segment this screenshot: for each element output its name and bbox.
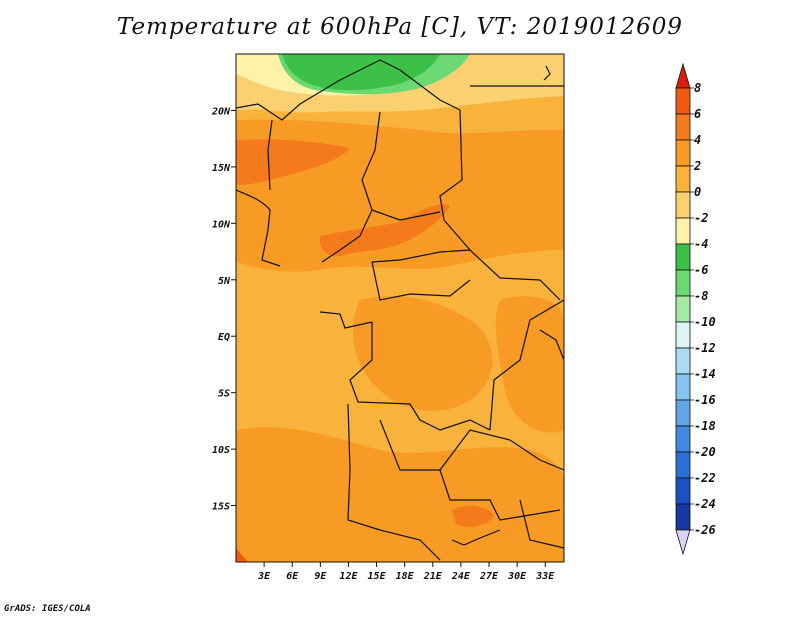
country-boundaries xyxy=(236,59,564,561)
field-4-to-6-east xyxy=(495,296,564,433)
y-tick-label: 5S xyxy=(218,389,230,400)
x-tick-label: 30E xyxy=(507,571,527,582)
colorbar-box xyxy=(675,191,691,219)
colorbar-label: 0 xyxy=(694,185,701,199)
colorbar-box xyxy=(675,139,691,167)
colorbar-box xyxy=(675,165,691,193)
credit-text: GrADS: IGES/COLA xyxy=(4,604,91,614)
y-tick-label: 15S xyxy=(212,502,230,513)
x-tick-label: 27E xyxy=(479,571,499,582)
colorbar-box xyxy=(675,217,691,245)
colorbar-box xyxy=(675,321,691,349)
x-tick-label: 12E xyxy=(339,571,358,582)
colorbar-box xyxy=(675,295,691,323)
field-6-to-8-corner xyxy=(236,548,248,562)
colorbar-top-arrow xyxy=(675,62,691,89)
colorbar-box xyxy=(675,373,691,401)
field-4-to-6-central xyxy=(352,296,493,411)
colorbar-label: -2 xyxy=(694,211,708,225)
colorbar-label: -24 xyxy=(694,497,716,511)
x-tick-label: 6E xyxy=(286,571,299,582)
colorbar-label: -26 xyxy=(694,523,716,537)
colorbar-box xyxy=(675,347,691,375)
y-tick-label: 20N xyxy=(211,106,231,117)
colorbar-box xyxy=(675,87,691,115)
field-minus4-to-minus6 xyxy=(282,54,440,91)
colorbar-box xyxy=(675,425,691,453)
longitude-axis: 3E 6E 9E 12E 15E 18E 21E 24E 27E 30E 33E xyxy=(257,562,555,582)
colorbar-boxes xyxy=(675,62,691,556)
colorbar-label: -16 xyxy=(694,393,716,407)
colorbar-label: -14 xyxy=(694,367,716,381)
field-6-to-8-central xyxy=(319,204,450,257)
colorbar-label: 4 xyxy=(694,133,701,147)
colorbar-box xyxy=(675,477,691,505)
y-tick-label: 10N xyxy=(212,219,231,230)
colorbar-label: -18 xyxy=(694,419,716,433)
field-6-to-8-west xyxy=(236,139,350,185)
field-4-to-6-south xyxy=(236,427,564,562)
colorbar-label: 6 xyxy=(694,107,701,121)
field-6-to-8-south xyxy=(452,505,494,527)
colorbar-labels: 8 6 4 2 0 -2 -4 -6 -8 -10 -12 -14 -16 -18 -20 -22 -24 -26 xyxy=(690,81,716,537)
colorbar-label: -20 xyxy=(694,445,716,459)
latitude-axis: 20N 15N 10N 5N EQ 5S 10S 15S xyxy=(211,106,236,513)
x-tick-label: 9E xyxy=(314,571,327,582)
colorbar-bottom-arrow xyxy=(675,529,691,556)
y-tick-label: 5N xyxy=(218,276,231,287)
colorbar-label: 8 xyxy=(694,81,701,95)
x-tick-label: 3E xyxy=(257,571,271,582)
y-tick-label: 10S xyxy=(212,445,230,456)
x-tick-label: 33E xyxy=(535,571,555,582)
x-tick-label: 24E xyxy=(451,571,471,582)
colorbar-box xyxy=(675,451,691,479)
map-frame xyxy=(235,53,565,563)
x-tick-label: 18E xyxy=(396,571,415,582)
colorbar-label: -8 xyxy=(694,289,708,303)
y-tick-label: 15N xyxy=(212,163,231,174)
colorbar-label: -12 xyxy=(694,341,716,355)
colorbar-box xyxy=(675,269,691,297)
colorbar-label: 2 xyxy=(693,159,701,173)
colorbar-label: -6 xyxy=(694,263,708,277)
y-tick-label: EQ xyxy=(218,332,230,343)
x-tick-label: 21E xyxy=(423,571,443,582)
colorbar-box xyxy=(675,503,691,531)
colorbar-label: -22 xyxy=(694,471,716,485)
colorbar-box xyxy=(675,399,691,427)
colorbar-box xyxy=(675,243,691,271)
colorbar-box xyxy=(675,113,691,141)
colorbar-label: -4 xyxy=(694,237,708,251)
chart-title: Temperature at 600hPa [C], VT: 201901260… xyxy=(116,14,684,40)
x-tick-label: 15E xyxy=(368,571,387,582)
colorbar-label: -10 xyxy=(694,315,716,329)
